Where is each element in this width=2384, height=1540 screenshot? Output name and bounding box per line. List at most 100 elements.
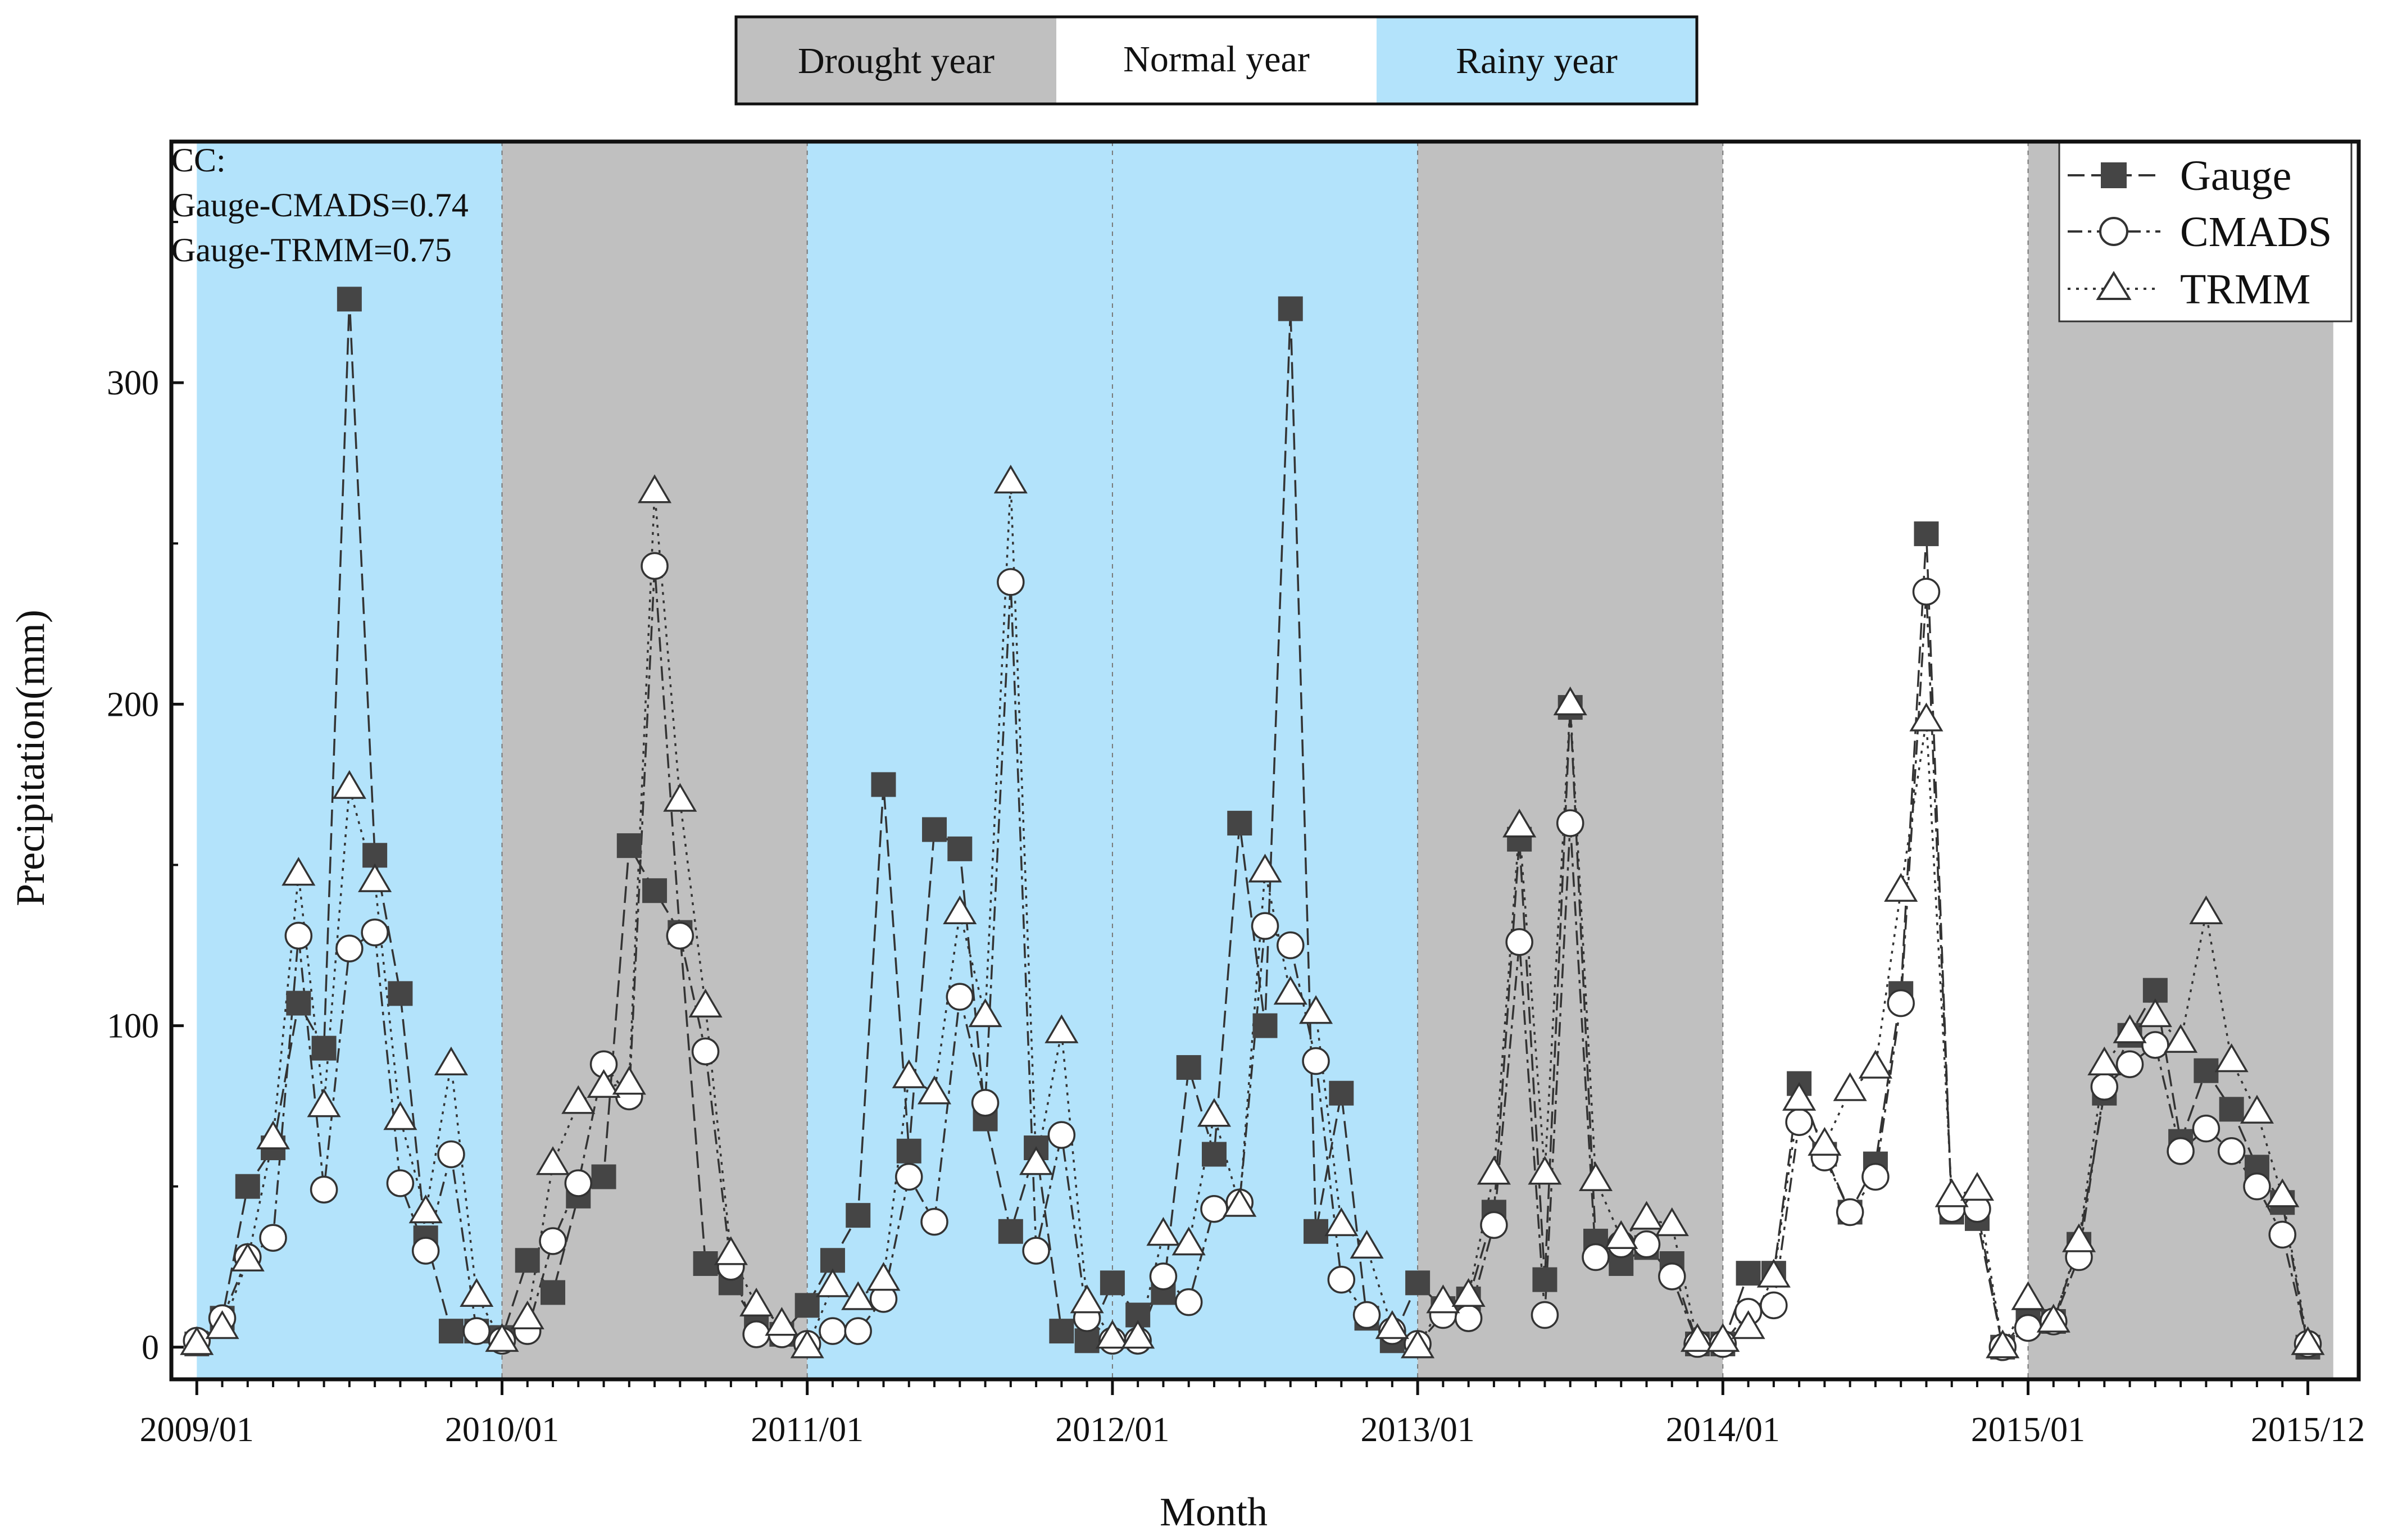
trmm-point <box>2138 998 2172 1028</box>
cmads-point <box>971 1089 1000 1117</box>
trmm-point <box>434 1046 468 1075</box>
trmm-point <box>1858 1050 1892 1079</box>
gauge-point <box>388 981 413 1006</box>
gauge-point <box>1329 1080 1354 1106</box>
cmads-point <box>1760 1291 1788 1320</box>
trmm-point <box>1808 1126 1842 1156</box>
trmm-point <box>688 988 723 1017</box>
trmm-point <box>535 1146 570 1175</box>
trmm-point <box>1655 1207 1689 1237</box>
x-tick-label: 2015/12 <box>2251 1411 2365 1449</box>
y-tick-label: 200 <box>107 685 159 724</box>
cmads-point <box>462 1317 491 1345</box>
trmm-point <box>1884 873 1918 902</box>
cmads-point <box>2243 1172 2271 1201</box>
trmm-point <box>2164 1024 2198 1053</box>
trmm-point <box>408 1194 443 1224</box>
cmads-point <box>1327 1265 1356 1294</box>
cc-gauge-trmm: Gauge-TRMM=0.75 <box>171 231 452 269</box>
trmm-point <box>1833 1072 1867 1101</box>
cmads-point <box>1531 1301 1559 1329</box>
trmm-point <box>1248 853 1282 883</box>
axes: 0 100 200 300 2009/01 2010/01 2011/01 2012/01 20… <box>107 221 2365 1449</box>
trmm-point <box>1070 1284 1104 1314</box>
rainy-year-swatch <box>1377 17 1697 104</box>
gauge-point <box>286 991 311 1016</box>
trmm-point <box>1477 1156 1511 1185</box>
cmads-point <box>1200 1194 1228 1223</box>
x-tick-label: 2015/01 <box>1971 1411 2085 1449</box>
trmm-point <box>663 783 697 812</box>
gauge-point <box>515 1248 540 1273</box>
trmm-point <box>1146 1217 1180 1246</box>
trmm-point <box>739 1287 774 1317</box>
cmads-point <box>1480 1211 1508 1239</box>
gauge-point <box>693 1251 718 1276</box>
x-tick-label: 2009/01 <box>140 1411 254 1449</box>
y-tick-label: 100 <box>107 1007 159 1046</box>
cmads-point <box>1302 1047 1330 1075</box>
gauge-point <box>998 1219 1023 1244</box>
trmm-point <box>510 1300 544 1330</box>
cmads-point <box>335 934 364 962</box>
cmads-point <box>1251 912 1279 940</box>
trmm-point <box>1324 1207 1359 1237</box>
cmads-point <box>1912 578 1941 606</box>
cmads-point <box>284 921 313 950</box>
cmads-point <box>819 1317 847 1345</box>
trmm-point <box>2062 1223 2096 1252</box>
gauge-point <box>642 878 667 903</box>
x-tick-label: 2014/01 <box>1666 1411 1780 1449</box>
x-tick-label: 2010/01 <box>445 1411 559 1449</box>
trmm-point <box>1045 1014 1079 1043</box>
cmads-point <box>1836 1198 1864 1226</box>
cmads-point <box>666 921 694 950</box>
cmads-point <box>1454 1304 1483 1333</box>
trmm-point <box>1375 1310 1409 1339</box>
legend-cmads-label: CMADS <box>2180 208 2332 256</box>
plot-frame <box>169 139 2361 1382</box>
gauge-point <box>1049 1319 1074 1344</box>
y-axis-title: Precipitation(mm) <box>8 610 53 906</box>
trmm-point <box>1528 1156 1562 1185</box>
trmm-point <box>1350 1229 1384 1259</box>
trmm-point <box>1731 1310 1765 1339</box>
gauge-point <box>1227 811 1252 836</box>
gauge-point <box>616 833 642 858</box>
trmm-point <box>1680 1323 1715 1352</box>
year-bands <box>197 142 2333 1379</box>
trmm-point <box>892 1059 926 1088</box>
x-tick-label: 2013/01 <box>1360 1411 1474 1449</box>
year-band-2012 <box>1112 142 1418 1379</box>
legend-gauge-marker <box>2101 162 2127 188</box>
trmm-point <box>1426 1284 1460 1314</box>
cmads-point <box>691 1037 720 1066</box>
trmm-point <box>1553 686 1587 716</box>
trmm-point <box>2240 1094 2274 1124</box>
cmads-point <box>437 1140 465 1169</box>
trmm-point <box>2087 1046 2122 1075</box>
year-band-2013 <box>1418 142 1723 1379</box>
cmads-point <box>946 983 974 1011</box>
trmm-point <box>205 1310 239 1339</box>
cmads-point <box>1556 809 1584 837</box>
series-line-cmads <box>196 566 2309 1349</box>
legend-cmads-marker <box>2099 217 2128 246</box>
year-band-2015 <box>2028 142 2333 1379</box>
trmm-point <box>2265 1178 2300 1207</box>
trmm-point <box>2214 1043 2249 1073</box>
gauge-point <box>311 1035 337 1061</box>
cmads-point <box>1505 928 1533 956</box>
trmm-point <box>1019 1146 1053 1175</box>
trmm-point <box>485 1323 519 1352</box>
trmm-point <box>815 1268 850 1297</box>
gauge-point <box>947 836 973 861</box>
cmads-point <box>1658 1262 1686 1291</box>
cmads-point <box>2268 1220 2296 1249</box>
drought-year-swatch <box>736 17 1056 104</box>
normal-year-swatch <box>1056 17 1377 104</box>
gauge-point <box>438 1319 464 1344</box>
gauge-point <box>2219 1097 2244 1122</box>
x-tick-label: 2011/01 <box>751 1411 864 1449</box>
trmm-point <box>1909 702 1943 732</box>
